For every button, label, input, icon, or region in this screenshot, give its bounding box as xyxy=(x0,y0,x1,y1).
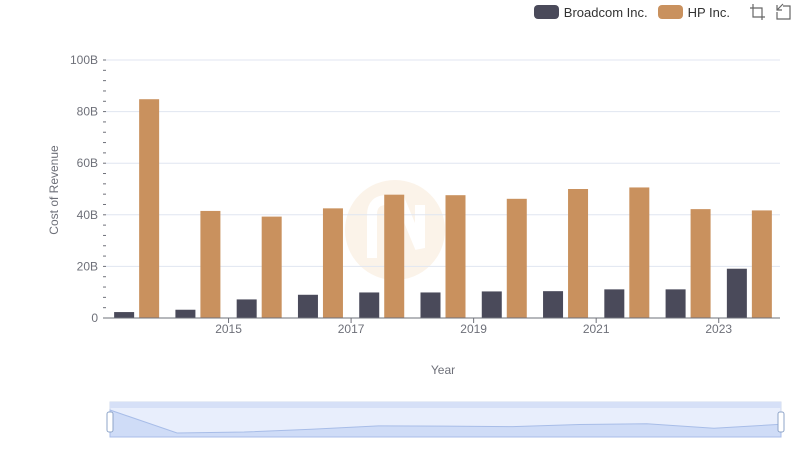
bar-hp[interactable] xyxy=(384,194,405,318)
x-tick-label: 2019 xyxy=(460,322,487,336)
data-zoom-preview xyxy=(109,409,782,438)
bar-hp[interactable] xyxy=(445,195,466,318)
x-tick-label: 2021 xyxy=(583,322,610,336)
legend-label-hp: HP Inc. xyxy=(687,4,730,20)
bar-broadcom[interactable] xyxy=(236,299,257,318)
data-zoom-handle-left[interactable] xyxy=(106,411,114,433)
bar-broadcom[interactable] xyxy=(297,294,318,318)
restore-icon[interactable] xyxy=(774,3,792,21)
bar-broadcom[interactable] xyxy=(420,292,441,318)
legend-item-hp[interactable]: HP Inc. xyxy=(657,4,730,20)
bar-hp[interactable] xyxy=(139,99,160,318)
y-tick-label: 60B xyxy=(77,156,98,170)
x-axis-title: Year xyxy=(431,363,455,377)
data-zoom-slider[interactable] xyxy=(106,401,785,438)
x-tick-label: 2023 xyxy=(705,322,732,336)
data-zoom-bar[interactable] xyxy=(110,402,781,408)
bar-hp[interactable] xyxy=(568,189,589,318)
bar-hp[interactable] xyxy=(200,210,221,318)
bar-broadcom[interactable] xyxy=(175,309,196,318)
bar-hp[interactable] xyxy=(629,187,650,318)
y-tick-label: 40B xyxy=(77,208,98,222)
bar-hp[interactable] xyxy=(751,210,772,318)
bar-hp[interactable] xyxy=(506,198,527,318)
bar-broadcom[interactable] xyxy=(359,292,380,318)
zoom-icon[interactable] xyxy=(748,3,766,21)
x-tick-label: 2017 xyxy=(338,322,365,336)
legend-label-broadcom: Broadcom Inc. xyxy=(563,4,648,20)
legend-item-broadcom[interactable]: Broadcom Inc. xyxy=(533,4,648,20)
bar-broadcom[interactable] xyxy=(543,291,564,318)
y-tick-label: 20B xyxy=(77,259,98,273)
bar-hp[interactable] xyxy=(322,208,343,318)
bar-broadcom[interactable] xyxy=(114,312,135,318)
bar-hp[interactable] xyxy=(261,216,282,318)
y-axis-title: Cost of Revenue xyxy=(47,145,61,235)
y-tick-label: 100B xyxy=(70,53,98,67)
y-tick-label: 0 xyxy=(91,311,98,325)
bar-broadcom[interactable] xyxy=(481,291,502,318)
data-zoom-handle-right[interactable] xyxy=(777,411,785,433)
bar-broadcom[interactable] xyxy=(604,289,625,318)
y-tick-label: 80B xyxy=(77,105,98,119)
bar-hp[interactable] xyxy=(690,209,711,318)
bar-broadcom[interactable] xyxy=(726,268,747,318)
x-tick-label: 2015 xyxy=(215,322,242,336)
legend-swatch-broadcom xyxy=(533,5,559,19)
legend: Broadcom Inc. HP Inc. xyxy=(533,3,792,21)
legend-swatch-hp xyxy=(657,5,683,19)
bar-broadcom[interactable] xyxy=(665,289,686,318)
